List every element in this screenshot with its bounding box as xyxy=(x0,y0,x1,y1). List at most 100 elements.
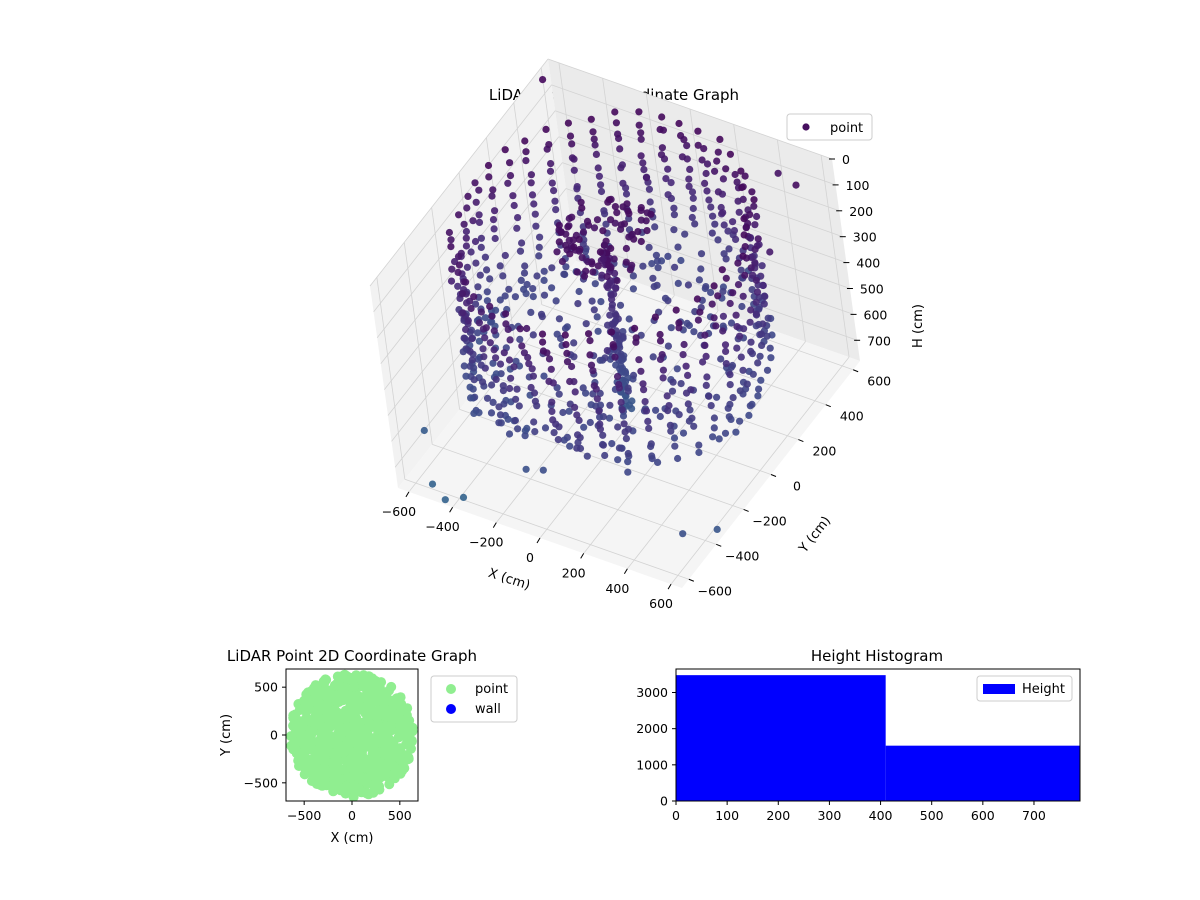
data-point-3d xyxy=(477,234,485,242)
data-point-3d xyxy=(486,275,494,283)
data-point-3d xyxy=(583,217,592,225)
data-point-3d xyxy=(516,247,525,255)
data-point-3d xyxy=(487,318,495,326)
data-point-3d xyxy=(637,135,645,143)
data-point-2d xyxy=(348,792,359,801)
data-point-3d xyxy=(487,409,496,417)
data-point-3d xyxy=(511,395,520,403)
data-point-3d xyxy=(637,206,645,214)
data-point-3d xyxy=(711,167,719,175)
histogram-title: Height Histogram xyxy=(811,647,943,665)
data-point-3d xyxy=(510,363,518,371)
data-point-3d xyxy=(463,299,471,307)
data-point-3d xyxy=(594,164,602,172)
data-point-3d xyxy=(741,243,749,251)
plot-frame-histogram xyxy=(675,668,1081,802)
data-point-3d xyxy=(459,348,467,356)
data-point-3d xyxy=(489,216,498,224)
data-point-3d xyxy=(625,315,633,323)
data-point-3d xyxy=(624,387,632,395)
data-point-3d xyxy=(462,227,470,236)
data-point-3d xyxy=(677,256,685,265)
data-point-3d xyxy=(573,444,581,452)
data-point-3d xyxy=(573,268,581,276)
data-point-3d xyxy=(727,319,736,327)
data-point-2d xyxy=(376,677,387,688)
data-point-3d xyxy=(538,313,546,321)
data-point-3d xyxy=(483,288,491,296)
data-point-3d xyxy=(496,296,504,304)
data-point-3d xyxy=(590,382,598,390)
data-point-3d xyxy=(481,253,489,261)
data-point-3d xyxy=(464,192,472,200)
data-point-3d xyxy=(733,323,741,331)
legend-histogram-frame xyxy=(976,675,1073,702)
data-point-3d xyxy=(612,119,621,127)
data-point-3d xyxy=(539,338,547,346)
data-point-3d xyxy=(695,441,703,449)
data-point-3d xyxy=(502,310,510,318)
data-point-3d xyxy=(505,430,514,438)
data-point-3d xyxy=(467,248,475,256)
data-point-3d xyxy=(594,262,602,270)
data-point-3d xyxy=(536,233,544,241)
data-point-3d xyxy=(468,335,476,343)
data-point-2d xyxy=(378,695,389,706)
data-point-2d xyxy=(352,715,363,726)
z-axis-label-3d: H (cm) xyxy=(911,304,926,348)
data-point-3d xyxy=(729,218,737,226)
x-tick-label-histogram: 100 xyxy=(715,808,739,823)
data-point-3d xyxy=(563,246,571,254)
legend-histogram-swatch xyxy=(983,684,1015,694)
y-tick-label: 200 xyxy=(812,444,836,459)
data-point-3d xyxy=(518,342,526,350)
data-point-3d xyxy=(506,384,514,393)
data-point-3d xyxy=(749,370,757,378)
y-axis-label-3d: Y (cm) xyxy=(796,514,834,557)
data-point-3d xyxy=(774,169,782,177)
y-tick-label-histogram: 3000 xyxy=(636,685,668,700)
data-point-3d xyxy=(703,373,711,381)
data-point-3d xyxy=(589,128,597,136)
data-point-2d xyxy=(397,765,407,776)
data-point-3d xyxy=(547,160,555,168)
data-point-3d xyxy=(690,328,698,336)
y-tick-label-2d: −500 xyxy=(244,775,278,790)
data-point-3d xyxy=(722,274,730,282)
data-point-3d xyxy=(483,266,491,274)
data-point-2d xyxy=(302,694,313,705)
data-point-2d xyxy=(384,779,395,790)
data-point-3d xyxy=(566,377,574,386)
data-point-3d xyxy=(504,179,512,187)
data-point-3d xyxy=(757,330,766,338)
data-point-3d xyxy=(488,381,496,389)
data-point-3d xyxy=(667,324,675,332)
data-point-3d xyxy=(541,424,550,432)
axis-ticks: −600 −400 −200 0 200 400 600 −600 −400 −200 0 200 40… xyxy=(382,152,891,611)
data-point-2d xyxy=(313,719,324,730)
data-point-3d xyxy=(558,257,567,266)
z-tick-label: 200 xyxy=(849,204,873,219)
data-point-3d xyxy=(640,166,648,174)
data-point-3d xyxy=(717,355,725,363)
data-point-3d xyxy=(530,200,538,208)
x-tick-label: 0 xyxy=(526,550,534,565)
data-point-3d xyxy=(490,346,498,354)
data-point-3d xyxy=(657,151,666,159)
data-point-3d xyxy=(642,174,651,182)
data-point-3d xyxy=(470,409,478,417)
data-point-3d xyxy=(467,304,475,313)
data-point-3d xyxy=(575,235,583,243)
data-point-2d xyxy=(401,750,412,761)
data-point-3d xyxy=(619,412,628,420)
data-point-2d xyxy=(315,770,326,781)
data-point-3d xyxy=(566,132,575,140)
data-point-3d xyxy=(647,442,655,451)
data-point-3d xyxy=(705,392,713,400)
data-point-2d xyxy=(367,762,378,773)
data-point-3d xyxy=(525,360,533,368)
data-point-3d xyxy=(732,311,740,319)
data-point-3d xyxy=(530,418,538,426)
data-point-3d xyxy=(711,220,719,228)
data-point-3d xyxy=(612,311,620,319)
